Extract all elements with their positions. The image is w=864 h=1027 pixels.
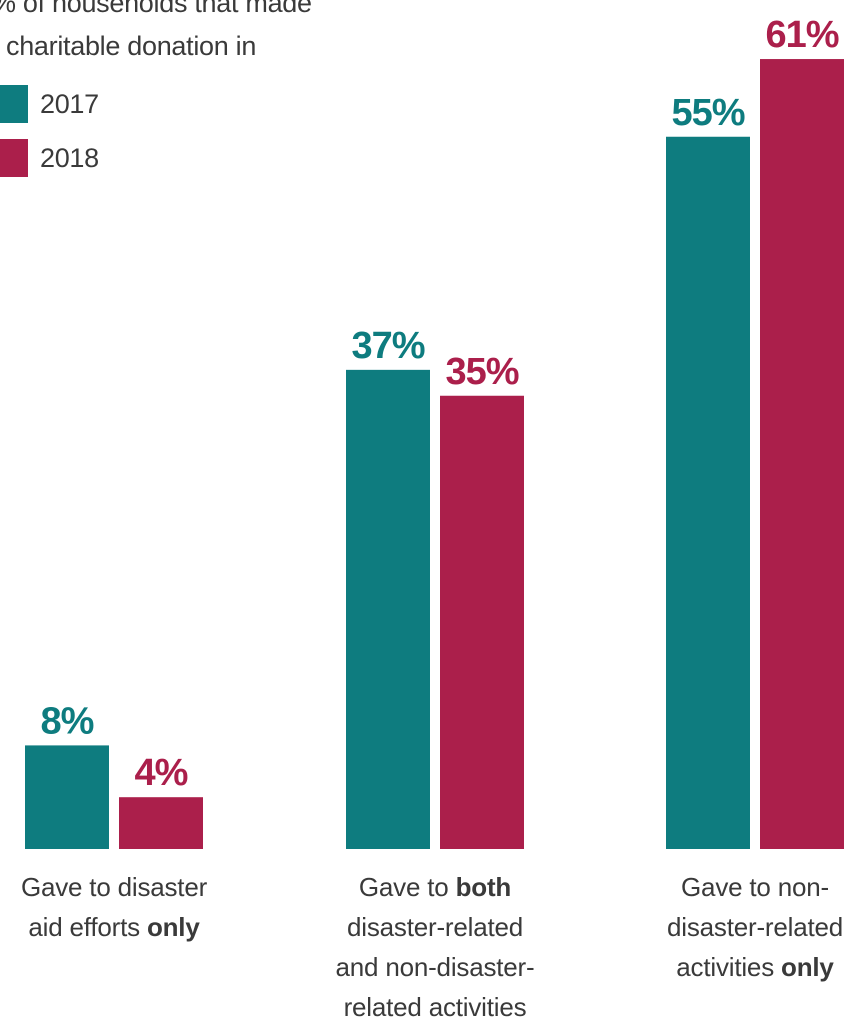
category-label-text: Gave to disaster xyxy=(20,872,208,902)
category-label-emphasis: only xyxy=(146,912,200,942)
bar-2017-both xyxy=(346,369,430,849)
category-label-text: Gave to xyxy=(358,872,456,902)
category-label-text: related activities xyxy=(343,992,527,1022)
legend-item-2017: 2017 xyxy=(0,85,99,123)
legend-swatch-2017 xyxy=(0,85,28,123)
legend-label-2017: 2017 xyxy=(40,88,99,119)
category-label-text: Gave to non- xyxy=(681,872,829,902)
value-label-2018-disaster-only: 4% xyxy=(135,752,188,794)
bar-2017-disaster-only xyxy=(25,745,109,849)
legend-label-2018: 2018 xyxy=(40,142,99,173)
legend-item-2018: 2018 xyxy=(0,139,99,177)
bar-2018-disaster-only xyxy=(119,797,203,849)
category-label-text: activities xyxy=(676,952,782,982)
category-label-line: and non-disaster- xyxy=(325,947,545,987)
category-label-line: Gave to both xyxy=(325,867,545,907)
bar-2017-non-disaster-only xyxy=(666,136,750,849)
category-label-non-disaster-only: Gave to non-disaster-related activities o… xyxy=(645,867,864,987)
category-label-emphasis: both xyxy=(455,872,512,902)
chart-title-line-1: % of households that made xyxy=(0,0,312,18)
chart-title-line-2: charitable donation in xyxy=(6,31,257,61)
value-label-2018-both: 35% xyxy=(445,351,518,393)
category-label-both: Gave to both disaster-related and non-disa… xyxy=(325,867,545,1027)
category-label-text: disaster-related xyxy=(347,912,523,942)
category-label-line: related activities xyxy=(325,987,545,1027)
value-label-2017-both: 37% xyxy=(351,325,424,367)
legend-swatch-2018 xyxy=(0,139,28,177)
bar-2018-both xyxy=(440,395,524,849)
category-label-text: aid efforts xyxy=(28,912,147,942)
category-label-line: aid efforts only xyxy=(4,907,224,947)
category-label-line: Gave to non- xyxy=(645,867,864,907)
value-label-2017-disaster-only: 8% xyxy=(41,700,94,742)
category-label-line: disaster-related xyxy=(645,907,864,947)
category-label-line: activities only xyxy=(645,947,864,987)
bar-2018-non-disaster-only xyxy=(760,59,844,850)
category-label-disaster-only: Gave to disaster aid efforts only xyxy=(4,867,224,947)
category-label-emphasis: only xyxy=(781,952,834,982)
category-label-text: disaster-related xyxy=(667,912,843,942)
category-label-text: and non-disaster- xyxy=(335,952,535,982)
category-label-line: Gave to disaster xyxy=(4,867,224,907)
value-label-2018-non-disaster-only: 61% xyxy=(765,14,838,56)
category-label-line: disaster-related xyxy=(325,907,545,947)
value-label-2017-non-disaster-only: 55% xyxy=(671,92,744,134)
